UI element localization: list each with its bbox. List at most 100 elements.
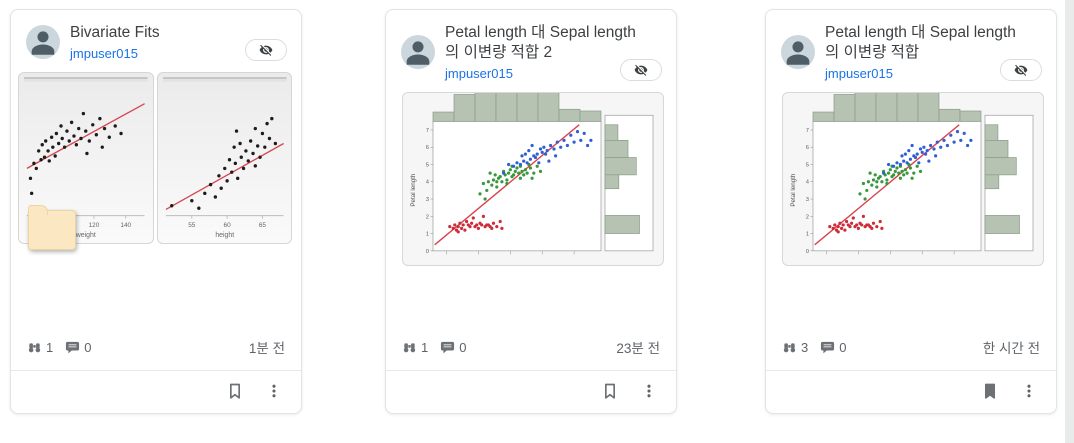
folder-icon — [28, 205, 76, 250]
visibility-off-icon — [1014, 64, 1028, 76]
author-link[interactable]: jmpuser015 — [825, 66, 893, 81]
svg-text:Petal length: Petal length — [790, 173, 797, 207]
comments-count: 0 — [839, 339, 847, 355]
stats-row: 1 0 1분 전 — [11, 325, 301, 370]
visibility-off-icon — [259, 44, 273, 56]
svg-text:height: height — [215, 232, 234, 239]
svg-text:weight: weight — [75, 232, 96, 239]
comments-stat: 0 — [440, 340, 466, 355]
post-card[interactable]: Petal length 대 Sepal length 의 이변량 적합 jmp… — [765, 9, 1057, 414]
post-title-line2[interactable]: 의 이변량 적합 — [825, 44, 920, 61]
avatar[interactable] — [401, 35, 435, 69]
views-count: 1 — [421, 339, 429, 355]
person-icon — [406, 41, 430, 65]
stats-row: 1 0 23분 전 — [386, 325, 676, 370]
kebab-icon — [272, 384, 276, 398]
person-icon — [31, 31, 55, 55]
views-count: 3 — [801, 339, 809, 355]
visibility-off-badge[interactable] — [1000, 59, 1042, 81]
actions-row — [11, 371, 301, 413]
bookmark-icon — [229, 383, 241, 399]
svg-text:7: 7 — [806, 128, 809, 134]
svg-text:3: 3 — [806, 197, 809, 203]
divider — [766, 370, 1056, 371]
comments-stat: 0 — [820, 340, 846, 355]
bookmark-button[interactable] — [601, 382, 619, 400]
post-card[interactable]: Bivariate Fits jmpuser015 100120140weigh… — [10, 9, 302, 414]
svg-text:2: 2 — [806, 214, 809, 220]
avatar[interactable] — [781, 35, 815, 69]
person-icon — [786, 41, 810, 65]
divider — [386, 370, 676, 371]
post-card[interactable]: Petal length 대 Sepal length 의 이변량 적합 2 j… — [385, 9, 677, 414]
bookmark-button[interactable] — [981, 382, 999, 400]
post-thumbnail[interactable]: 0 1 2 3 4 5 6 7 Petal length — [782, 92, 1044, 266]
more-menu-button[interactable] — [266, 382, 282, 400]
comments-count: 0 — [459, 339, 467, 355]
bookmark-icon — [984, 383, 996, 399]
actions-row — [766, 371, 1056, 413]
post-title[interactable]: Petal length 대 Sepal length — [825, 24, 1016, 41]
author-link[interactable]: jmpuser015 — [70, 46, 138, 61]
svg-text:55: 55 — [188, 222, 196, 229]
svg-text:65: 65 — [258, 222, 266, 229]
actions-row — [386, 371, 676, 413]
divider — [11, 370, 301, 371]
author-link[interactable]: jmpuser015 — [445, 66, 513, 81]
card-header: Petal length 대 Sepal length 의 이변량 적합 jmp… — [766, 10, 1056, 81]
svg-text:120: 120 — [89, 222, 100, 229]
visibility-off-icon — [634, 64, 648, 76]
comments-stat: 0 — [65, 340, 91, 355]
post-title[interactable]: Bivariate Fits — [70, 24, 160, 41]
scrollbar-track[interactable] — [1065, 0, 1074, 443]
views-icon — [28, 342, 41, 352]
svg-text:4: 4 — [806, 180, 809, 186]
thumbnail-plot-height[interactable]: 55 60 65 height — [156, 72, 292, 244]
visibility-off-badge[interactable] — [245, 39, 287, 61]
more-menu-button[interactable] — [1021, 382, 1037, 400]
svg-text:0: 0 — [806, 249, 809, 255]
svg-text:5: 5 — [426, 163, 429, 169]
more-menu-button[interactable] — [641, 382, 657, 400]
svg-text:7: 7 — [426, 128, 429, 134]
stats-row: 3 0 한 시간 전 — [766, 325, 1056, 370]
svg-text:5: 5 — [806, 163, 809, 169]
card-header: Bivariate Fits jmpuser015 — [11, 10, 301, 61]
comments-icon — [441, 341, 455, 353]
views-stat: 1 — [402, 340, 428, 355]
comments-count: 0 — [84, 339, 92, 355]
svg-text:140: 140 — [120, 222, 131, 229]
svg-text:1: 1 — [806, 232, 809, 238]
views-icon — [403, 342, 416, 352]
timestamp: 23분 전 — [616, 341, 660, 356]
post-thumbnail[interactable]: 0 1 2 3 4 5 6 7 Petal length — [402, 92, 664, 266]
thumbnail-plot-weight[interactable]: 100120140weight — [18, 72, 154, 250]
visibility-off-badge[interactable] — [620, 59, 662, 81]
views-stat: 3 — [782, 340, 808, 355]
bookmark-button[interactable] — [226, 382, 244, 400]
post-title-line2[interactable]: 의 이변량 적합 2 — [445, 44, 553, 61]
svg-text:1: 1 — [426, 232, 429, 238]
comments-icon — [66, 341, 80, 353]
post-title[interactable]: Petal length 대 Sepal length — [445, 24, 636, 41]
avatar[interactable] — [26, 25, 60, 59]
bookmark-icon — [604, 383, 616, 399]
svg-text:60: 60 — [223, 222, 231, 229]
timestamp: 1분 전 — [248, 341, 285, 356]
svg-text:6: 6 — [806, 145, 809, 151]
comments-icon — [821, 341, 835, 353]
svg-text:4: 4 — [426, 180, 429, 186]
card-header: Petal length 대 Sepal length 의 이변량 적합 2 j… — [386, 10, 676, 81]
kebab-icon — [1027, 384, 1031, 398]
kebab-icon — [647, 384, 651, 398]
views-stat: 1 — [27, 340, 53, 355]
svg-text:3: 3 — [426, 197, 429, 203]
svg-text:2: 2 — [426, 214, 429, 220]
views-icon — [783, 342, 796, 352]
svg-text:6: 6 — [426, 145, 429, 151]
svg-text:0: 0 — [426, 249, 429, 255]
svg-text:Petal length: Petal length — [410, 173, 417, 207]
views-count: 1 — [46, 339, 54, 355]
timestamp: 한 시간 전 — [982, 341, 1040, 356]
